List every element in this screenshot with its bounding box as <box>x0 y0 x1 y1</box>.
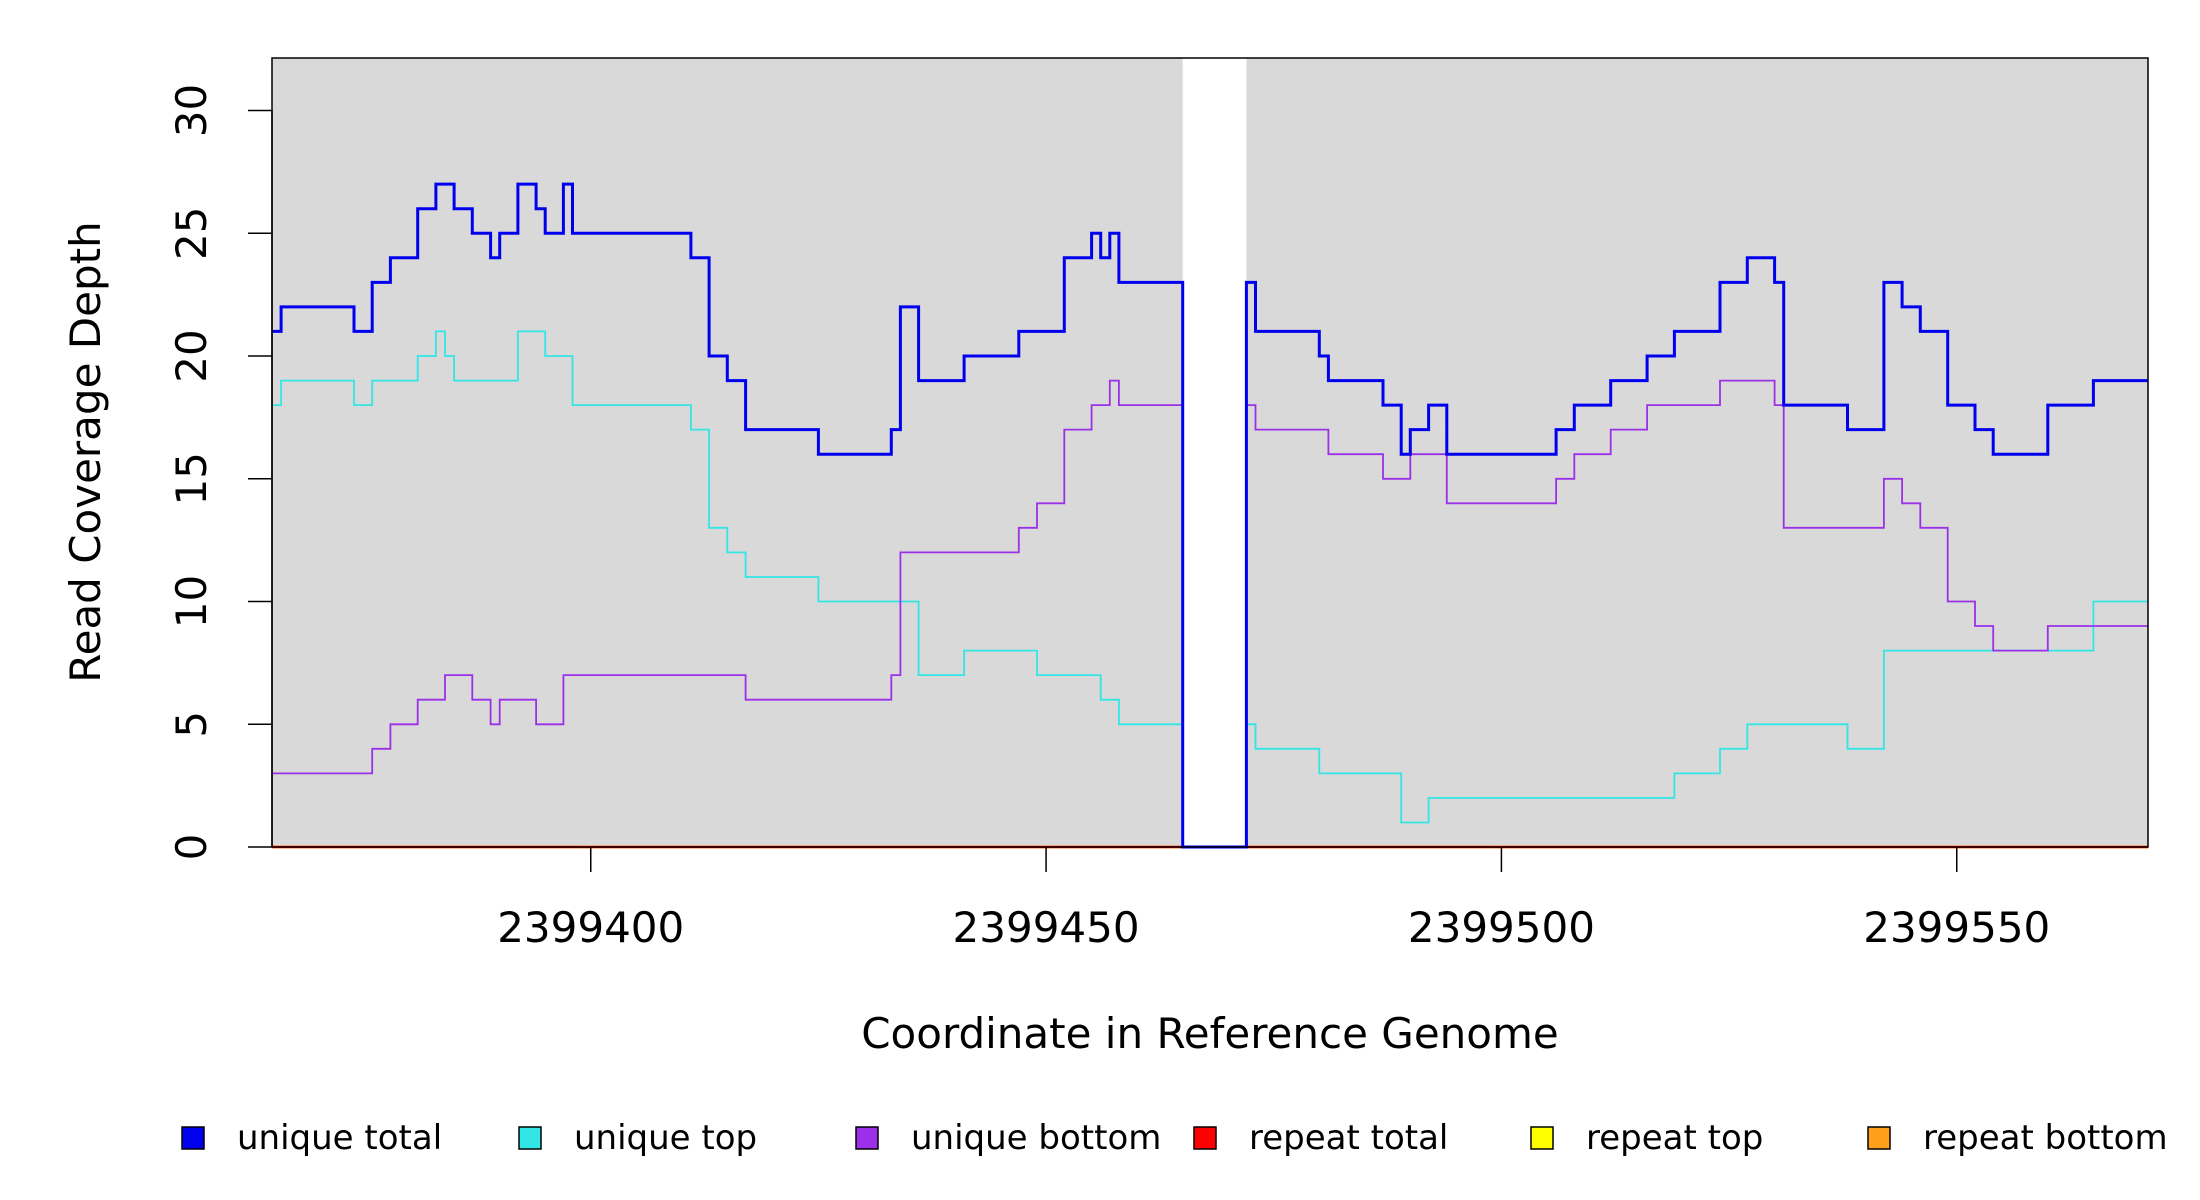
gap-region <box>1182 58 1247 847</box>
y-tick-label: 25 <box>167 207 216 260</box>
legend-swatch <box>181 1126 205 1150</box>
series-line-unique-top <box>272 330 2148 848</box>
legend: unique total unique top unique bottom repea… <box>181 1118 2168 1158</box>
y-axis-title: Read Coverage Depth <box>61 221 110 682</box>
y-tick-label: 30 <box>167 84 216 137</box>
legend-label: repeat total <box>1249 1118 1448 1158</box>
legend-label: unique top <box>574 1118 757 1158</box>
y-tick-label: 20 <box>167 329 216 382</box>
x-tick-label: 2399550 <box>1863 903 2050 952</box>
y-tick-label: 0 <box>167 834 216 861</box>
legend-label: repeat top <box>1586 1118 1763 1158</box>
series-line-unique-total <box>272 182 2148 849</box>
y-axis: 0 5 10 15 20 25 30 <box>167 84 273 861</box>
x-tick-label: 2399450 <box>953 903 1140 952</box>
legend-swatch <box>1867 1126 1891 1150</box>
legend-label: unique total <box>237 1118 442 1158</box>
legend-swatch <box>1193 1126 1217 1150</box>
y-tick-label: 15 <box>167 452 216 505</box>
x-axis: 2399400 2399450 2399500 2399550 <box>497 847 2050 952</box>
legend-swatch <box>1530 1126 1554 1150</box>
legend-label: unique bottom <box>911 1118 1161 1158</box>
legend-swatch <box>518 1126 542 1150</box>
x-tick-label: 2399400 <box>497 903 684 952</box>
x-tick-label: 2399500 <box>1408 903 1595 952</box>
x-axis-title: Coordinate in Reference Genome <box>861 1009 1559 1058</box>
y-tick-label: 10 <box>167 575 216 628</box>
legend-swatch <box>855 1126 879 1150</box>
y-tick-label: 5 <box>167 711 216 738</box>
legend-label: repeat bottom <box>1923 1118 2168 1158</box>
